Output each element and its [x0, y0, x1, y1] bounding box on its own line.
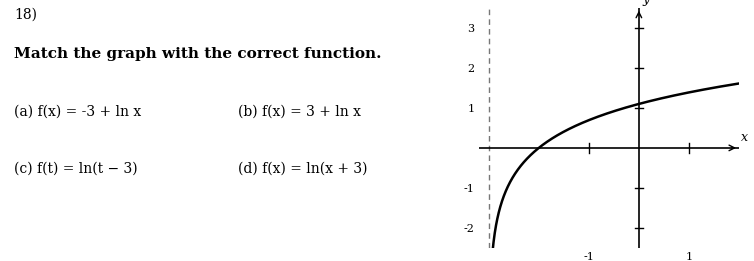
Text: y: y [643, 0, 650, 6]
Text: Match the graph with the correct function.: Match the graph with the correct functio… [14, 47, 382, 61]
Text: x: x [741, 131, 749, 144]
Text: 18): 18) [14, 8, 37, 22]
Text: (b) f(x) = 3 + ln x: (b) f(x) = 3 + ln x [238, 104, 360, 118]
Text: (d) f(x) = ln(x + 3): (d) f(x) = ln(x + 3) [238, 162, 367, 176]
Text: (a) f(x) = -3 + ln x: (a) f(x) = -3 + ln x [14, 104, 142, 118]
Text: (c) f(t) = ln(t − 3): (c) f(t) = ln(t − 3) [14, 162, 138, 176]
